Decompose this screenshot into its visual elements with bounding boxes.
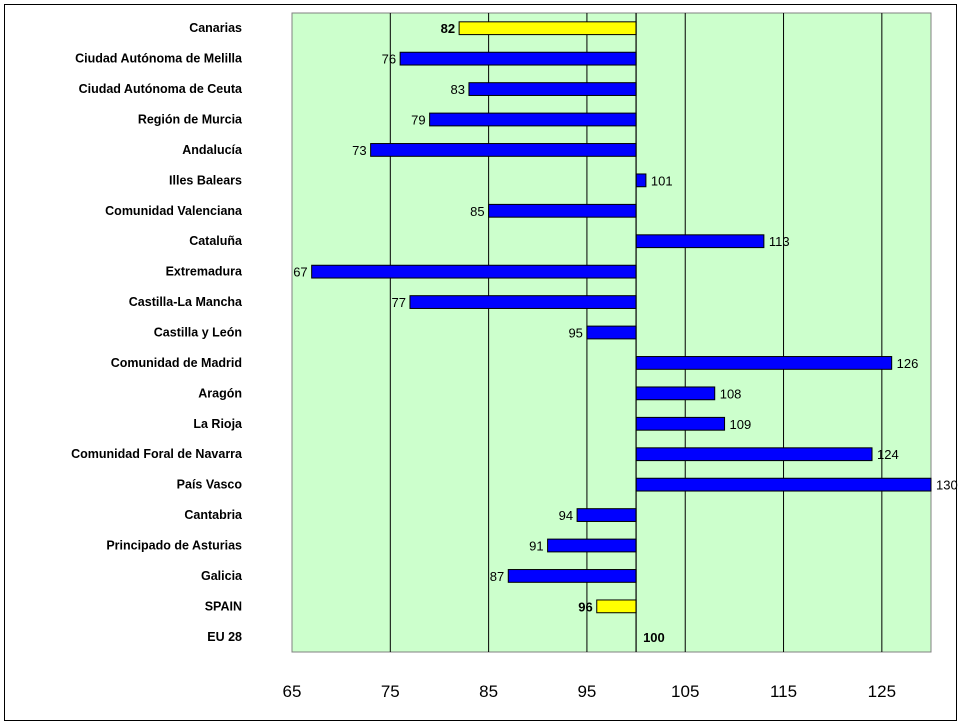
- category-label: Cataluña: [189, 234, 243, 248]
- tick-label: 65: [283, 682, 302, 701]
- bar: [586, 325, 637, 340]
- tick-label: 75: [381, 682, 400, 701]
- tick-label: 105: [671, 682, 699, 701]
- category-label: SPAIN: [205, 599, 242, 613]
- bar: [311, 264, 637, 279]
- data-label: 94: [559, 508, 573, 523]
- category-label: Ciudad Autónoma de Ceuta: [79, 82, 243, 96]
- value-labels: 82 76 83 79 73 101 85 113 67 77 95 126 108 109 124 130 9…: [293, 21, 958, 645]
- tick-label: 125: [868, 682, 896, 701]
- category-label: Ciudad Autónoma de Melilla: [75, 52, 243, 66]
- tick-label: 85: [479, 682, 498, 701]
- category-label: Canarias: [189, 21, 242, 35]
- bar: [635, 386, 716, 401]
- data-label: 76: [382, 52, 396, 67]
- data-label: 96: [578, 599, 592, 614]
- data-label: 79: [411, 113, 425, 128]
- category-label: EU 28: [207, 630, 242, 644]
- data-label: 113: [769, 234, 790, 249]
- category-label: La Rioja: [193, 417, 243, 431]
- data-label: 101: [651, 173, 673, 188]
- bar: [507, 569, 637, 583]
- bar: [635, 477, 932, 492]
- category-label: Principado de Asturias: [106, 539, 242, 553]
- category-label: Región de Murcia: [138, 113, 243, 127]
- data-label: 124: [877, 447, 899, 462]
- category-labels: Canarias Ciudad Autónoma de Melilla Ciudad…: [71, 21, 243, 644]
- data-label: 67: [293, 265, 307, 280]
- category-label: Aragón: [198, 386, 242, 400]
- bar: [635, 416, 726, 431]
- bar: [635, 356, 893, 370]
- data-label: 91: [529, 539, 543, 554]
- bar: [547, 538, 637, 553]
- data-label: 83: [450, 82, 464, 97]
- bar: [635, 173, 647, 188]
- category-label: Extremadura: [166, 265, 243, 279]
- bar: [596, 599, 637, 614]
- bar: [458, 21, 637, 36]
- bar: [409, 295, 637, 309]
- bar: [635, 447, 873, 462]
- bar: [488, 203, 637, 218]
- bar: [576, 508, 637, 522]
- category-label: Comunidad de Madrid: [111, 356, 242, 370]
- category-label: Castilla-La Mancha: [129, 295, 243, 309]
- data-label: 77: [392, 295, 406, 310]
- data-label: 87: [490, 569, 504, 584]
- category-label: Galicia: [201, 569, 243, 583]
- category-label: Comunidad Valenciana: [105, 204, 243, 218]
- category-label: Cantabria: [184, 508, 243, 522]
- bar: [468, 82, 637, 96]
- bar-chart: Canarias Ciudad Autónoma de Melilla Ciudad…: [71, 12, 958, 701]
- chart-frame: Canarias Ciudad Autónoma de Melilla Ciudad…: [4, 4, 958, 721]
- data-label: 82: [441, 21, 455, 36]
- data-label: 126: [897, 356, 919, 371]
- data-label: 109: [730, 417, 752, 432]
- category-label: Comunidad Foral de Navarra: [71, 447, 243, 461]
- data-label: 73: [352, 143, 366, 158]
- x-axis-tick-labels: 65 75 85 95 105 115 125: [283, 682, 896, 701]
- category-label: País Vasco: [177, 478, 243, 492]
- category-label: Andalucía: [182, 143, 243, 157]
- data-label: 95: [568, 326, 582, 341]
- bar: [399, 51, 637, 66]
- category-label: Castilla y León: [154, 326, 242, 340]
- bar: [635, 234, 765, 249]
- data-label: 130: [936, 478, 958, 493]
- data-label: 85: [470, 204, 484, 219]
- category-label: Illes Balears: [169, 173, 242, 187]
- data-label: 108: [720, 386, 742, 401]
- tick-label: 115: [770, 682, 797, 701]
- tick-label: 95: [577, 682, 596, 701]
- data-label: 100: [643, 630, 665, 645]
- bar: [429, 112, 637, 127]
- bar: [370, 143, 637, 157]
